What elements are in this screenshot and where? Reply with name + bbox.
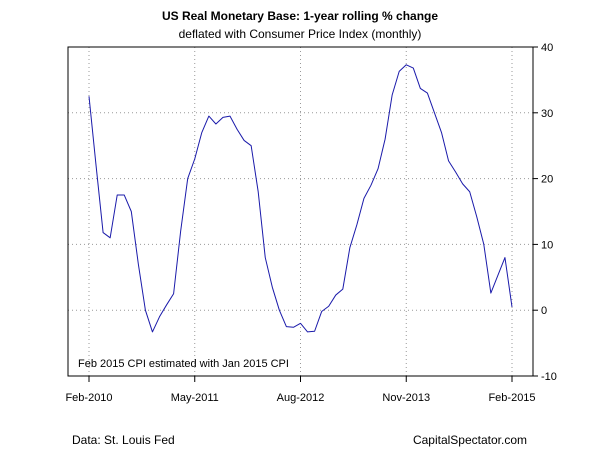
credit-note: CapitalSpectator.com <box>413 433 527 447</box>
x-tick-label: Aug-2012 <box>277 392 325 404</box>
chart-subtitle: deflated with Consumer Price Index (mont… <box>179 27 422 41</box>
x-tick-label: May-2011 <box>171 392 219 404</box>
y-tick-label: -10 <box>541 371 557 383</box>
x-tick-label: Feb-2010 <box>65 392 112 404</box>
y-axis: -10 0 10 20 30 40 <box>533 42 557 383</box>
y-tick-label: 0 <box>541 305 547 317</box>
chart-title: US Real Monetary Base: 1-year rolling % … <box>162 9 438 23</box>
x-axis: Feb-2010 May-2011 Aug-2012 Nov-2013 Feb-2015 <box>65 376 536 404</box>
y-tick-label: 20 <box>541 174 553 186</box>
x-tick-label: Nov-2013 <box>382 392 430 404</box>
source-note: Data: St. Louis Fed <box>72 433 175 447</box>
chart-annotation: Feb 2015 CPI estimated with Jan 2015 CPI <box>78 358 289 370</box>
x-tick-label: Feb-2015 <box>488 392 535 404</box>
y-tick-label: 30 <box>541 108 553 120</box>
y-tick-label: 40 <box>541 42 553 54</box>
series-line <box>88 64 513 333</box>
grid-lines <box>68 47 533 376</box>
y-tick-label: 10 <box>541 239 553 251</box>
